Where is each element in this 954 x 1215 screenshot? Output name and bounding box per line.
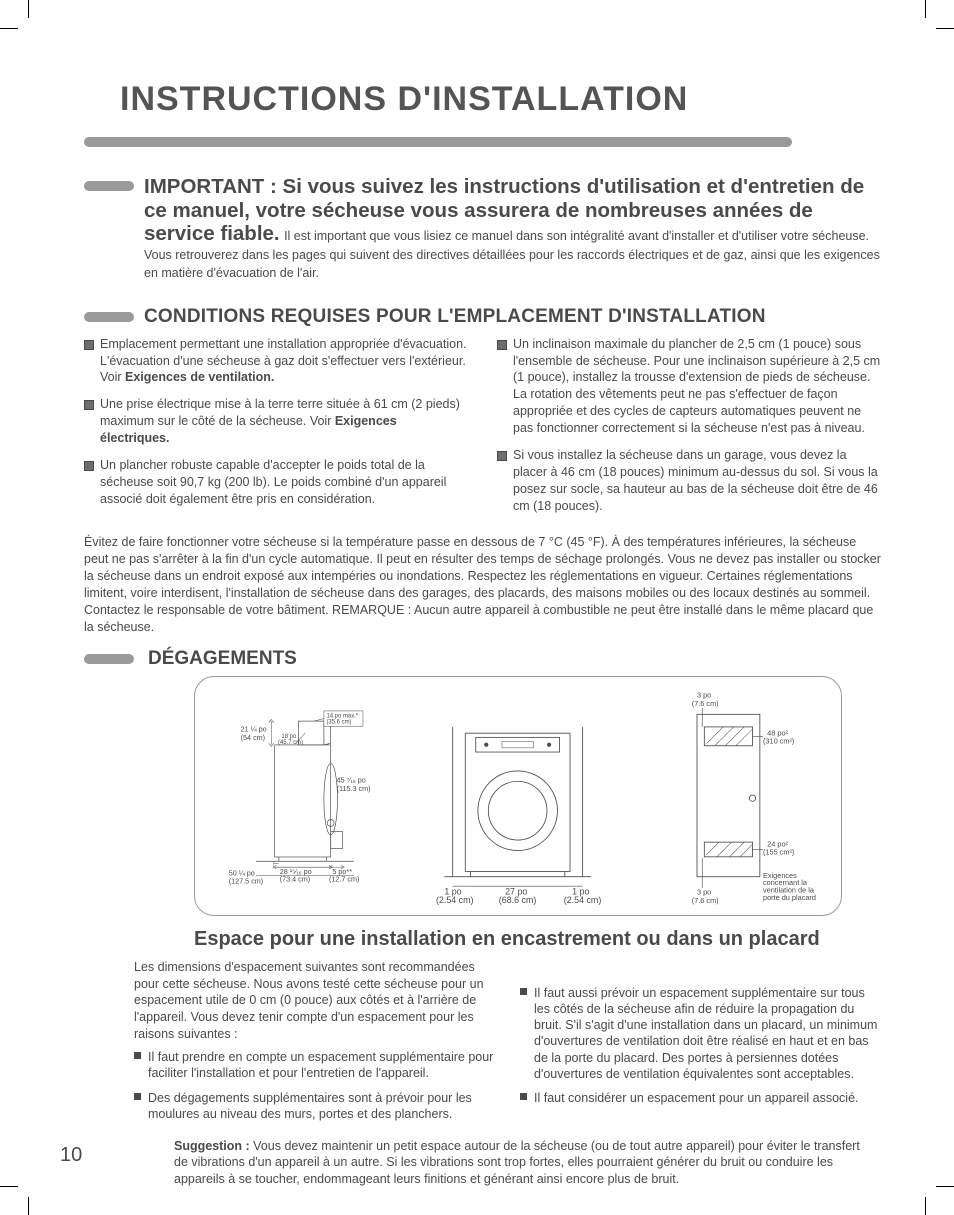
clearance-title: DÉGAGEMENTS: [148, 648, 297, 670]
side-view-diagram: 14 po max.* (35.6 cm) 21 ¼ po (54 cm) 18…: [205, 685, 400, 905]
svg-text:(68.6 cm): (68.6 cm): [499, 895, 537, 905]
svg-text:⊢: ⊢: [273, 858, 279, 867]
svg-text:(127.5 cm): (127.5 cm): [229, 876, 263, 885]
suggestion-text: Suggestion : Vous devez maintenir un pet…: [174, 1138, 862, 1187]
svg-text:porte du placard: porte du placard: [763, 892, 816, 901]
list-item: Il faut considérer un espacement pour un…: [520, 1090, 882, 1106]
clearance-header: DÉGAGEMENTS: [84, 648, 882, 670]
svg-text:(7.6 cm): (7.6 cm): [691, 699, 718, 708]
svg-text:(7.6 cm): (7.6 cm): [691, 896, 718, 905]
page-title: INSTRUCTIONS D'INSTALLATION: [120, 80, 882, 119]
section-pill: [84, 181, 134, 191]
space-intro: Les dimensions d'espacement suivantes so…: [134, 959, 496, 1043]
intro-header: IMPORTANT : Si vous suivez les instructi…: [84, 175, 882, 300]
list-item: Une prise électrique mise à la terre ter…: [84, 396, 469, 447]
svg-text:(54 cm): (54 cm): [241, 732, 265, 741]
list-item: Des dégagements supplémentaires sont à p…: [134, 1090, 496, 1123]
conditions-left-list: Emplacement permettant une installation …: [84, 336, 469, 508]
svg-text:(2.54 cm): (2.54 cm): [436, 895, 474, 905]
conditions-columns: Emplacement permettant une installation …: [84, 336, 882, 525]
conditions-title: CONDITIONS REQUISES POUR L'EMPLACEMENT D…: [144, 306, 766, 328]
list-item: Un inclinaison maximale du plancher de 2…: [497, 336, 882, 437]
title-rule: [84, 137, 792, 147]
list-item: Il faut prendre en compte un espacement …: [134, 1049, 496, 1082]
page-number: 10: [60, 1144, 82, 1167]
closet-view-diagram: 3 po (7.6 cm) 48 po² (310 cm²) 24 po² (1…: [636, 685, 831, 905]
svg-text:(115.3 cm): (115.3 cm): [337, 783, 371, 792]
conditions-right-list: Un inclinaison maximale du plancher de 2…: [497, 336, 882, 515]
svg-text:(155 cm²): (155 cm²): [763, 847, 794, 856]
conditions-header: CONDITIONS REQUISES POUR L'EMPLACEMENT D…: [84, 306, 882, 328]
space-columns: Les dimensions d'espacement suivantes so…: [134, 959, 882, 1130]
svg-text:(45.7 cm): (45.7 cm): [278, 740, 303, 746]
svg-text:(2.54 cm): (2.54 cm): [564, 895, 602, 905]
svg-text:(310 cm²): (310 cm²): [763, 736, 794, 745]
space-title: Espace pour une installation en encastre…: [194, 928, 882, 951]
page: INSTRUCTIONS D'INSTALLATION IMPORTANT : …: [32, 30, 922, 1207]
svg-text:(35.6 cm): (35.6 cm): [326, 719, 351, 725]
clearance-diagram: 14 po max.* (35.6 cm) 21 ¼ po (54 cm) 18…: [194, 676, 842, 916]
svg-text:45 ⁷⁄₁₆ po: 45 ⁷⁄₁₆ po: [337, 775, 366, 784]
conditions-warning: Évitez de faire fonctionner votre sécheu…: [84, 534, 882, 635]
svg-text:18 po: 18 po: [281, 734, 297, 740]
svg-text:(73.4 cm): (73.4 cm): [280, 874, 310, 883]
svg-text:14 po max.*: 14 po max.*: [326, 713, 358, 719]
list-item: Si vous installez la sécheuse dans un ga…: [497, 447, 882, 515]
section-pill: [84, 312, 134, 322]
front-view-diagram: 1 po (2.54 cm) 27 po (68.6 cm) 1 po (2.5…: [420, 685, 615, 905]
svg-text:21 ¼ po: 21 ¼ po: [241, 724, 267, 733]
svg-text:(12.7 cm): (12.7 cm): [329, 874, 359, 883]
space-left-list: Il faut prendre en compte un espacement …: [134, 1049, 496, 1122]
list-item: Un plancher robuste capable d'accepter l…: [84, 457, 469, 508]
list-item: Il faut aussi prévoir un espacement supp…: [520, 985, 882, 1083]
list-item: Emplacement permettant une installation …: [84, 336, 469, 387]
space-right-list: Il faut aussi prévoir un espacement supp…: [520, 985, 882, 1107]
section-pill: [84, 654, 134, 664]
